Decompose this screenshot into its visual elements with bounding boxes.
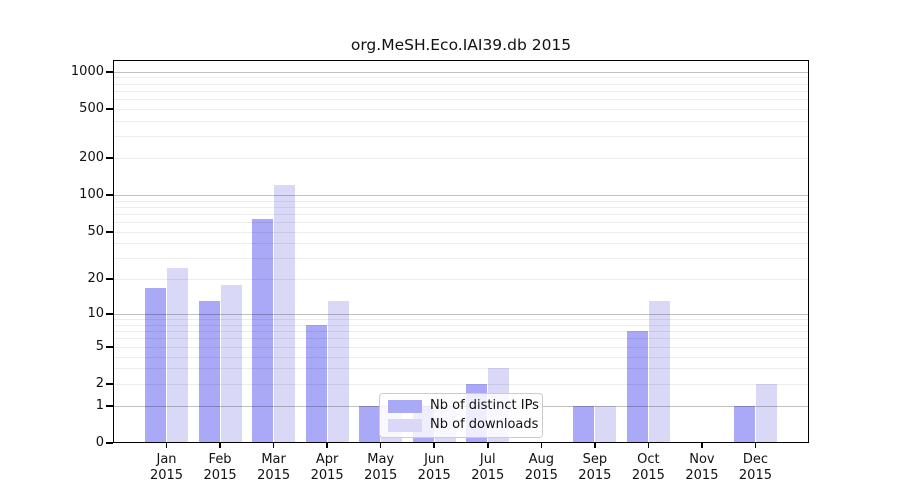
x-tick-label-nov: Nov 2015 [685, 452, 719, 483]
y-tick-label-10: 10 [87, 306, 104, 322]
x-tick-mark-jun [433, 443, 435, 448]
x-tick-mark-aug [540, 443, 543, 448]
x-tick-label-aug: Aug 2015 [524, 452, 558, 483]
y-tick-mark-1 [106, 404, 113, 407]
y-tick-label-200: 200 [79, 149, 104, 165]
major-gridline-10 [113, 314, 809, 316]
minor-gridline-200 [113, 157, 809, 159]
bar-downloads-dec [755, 383, 777, 442]
y-tick-label-1: 1 [95, 397, 104, 413]
y-tick-label-1000: 1000 [70, 63, 104, 79]
minor-gridline-800 [113, 83, 809, 85]
minor-gridline-30 [113, 258, 809, 260]
y-tick-mark-200 [106, 156, 113, 159]
major-gridline-100 [113, 194, 809, 196]
bar-distinct-ips-jan [145, 287, 167, 442]
x-tick-label-oct: Oct 2015 [631, 452, 665, 483]
minor-gridline-70 [113, 213, 809, 215]
major-gridline-1000 [113, 71, 809, 73]
minor-gridline-7 [113, 331, 809, 333]
bar-downloads-oct [648, 301, 670, 442]
legend-item-distinct-ips: Nb of distinct IPs [388, 399, 539, 413]
y-tick-label-0: 0 [95, 435, 104, 450]
legend-label-downloads: Nb of downloads [430, 417, 539, 432]
bar-distinct-ips-mar [252, 218, 274, 442]
minor-gridline-3 [113, 368, 809, 370]
minor-gridline-500 [113, 108, 809, 110]
bar-downloads-jan [167, 267, 189, 442]
x-tick-label-jan: Jan 2015 [149, 452, 184, 483]
bar-distinct-ips-feb [198, 301, 220, 442]
x-tick-mark-apr [326, 443, 328, 448]
y-tick-label-20: 20 [87, 271, 104, 287]
minor-gridline-80 [113, 206, 809, 208]
legend-label-distinct-ips: Nb of distinct IPs [430, 398, 539, 413]
x-tick-label-jun: Jun 2015 [417, 452, 451, 483]
bar-downloads-apr [327, 301, 349, 442]
bar-distinct-ips-oct [626, 331, 648, 442]
y-tick-mark-1000 [106, 70, 113, 73]
plot-area [113, 60, 809, 443]
x-tick-label-mar: Mar 2015 [257, 452, 291, 483]
x-tick-label-jul: Jul 2015 [471, 452, 505, 483]
minor-gridline-400 [113, 120, 809, 122]
x-tick-label-may: May 2015 [364, 452, 398, 483]
minor-gridline-600 [113, 99, 809, 101]
x-tick-mark-dec [754, 443, 757, 448]
x-tick-label-sep: Sep 2015 [578, 452, 612, 483]
bar-distinct-ips-sep [573, 405, 595, 442]
chart-title: org.MeSH.Eco.IAI39.db 2015 [350, 36, 572, 54]
x-tick-mark-may [379, 443, 382, 448]
distinct-ips-swatch [388, 399, 422, 413]
x-tick-mark-sep [594, 443, 596, 448]
legend-item-downloads: Nb of downloads [388, 418, 538, 432]
y-tick-label-100: 100 [79, 186, 104, 202]
y-tick-label-500: 500 [79, 100, 104, 116]
y-tick-mark-50 [106, 230, 113, 233]
legend: Nb of distinct IPs Nb of downloads [379, 393, 543, 438]
minor-gridline-9 [113, 319, 809, 321]
y-tick-label-50: 50 [87, 223, 104, 239]
y-tick-mark-500 [106, 107, 113, 110]
y-tick-mark-20 [106, 278, 113, 281]
x-tick-mark-nov [701, 443, 703, 448]
downloads-swatch [388, 418, 422, 432]
y-tick-label-2: 2 [95, 375, 104, 391]
bar-distinct-ips-apr [305, 324, 327, 442]
minor-gridline-700 [113, 90, 809, 92]
minor-gridline-300 [113, 136, 809, 138]
minor-gridline-40 [113, 243, 809, 245]
minor-gridline-50 [113, 231, 809, 233]
minor-gridline-90 [113, 200, 809, 202]
x-tick-mark-mar [272, 443, 275, 448]
x-tick-label-dec: Dec 2015 [738, 452, 772, 483]
bar-downloads-mar [274, 185, 296, 442]
bar-distinct-ips-dec [733, 405, 755, 442]
bar-downloads-sep [595, 405, 617, 442]
bar-downloads-feb [220, 284, 242, 442]
minor-gridline-20 [113, 279, 809, 281]
y-tick-label-5: 5 [95, 338, 104, 354]
minor-gridline-2 [113, 383, 809, 385]
x-tick-label-feb: Feb 2015 [203, 452, 237, 483]
minor-gridline-5 [113, 346, 809, 348]
x-tick-mark-jul [487, 443, 489, 448]
bar-distinct-ips-may [359, 405, 381, 442]
x-tick-mark-oct [647, 443, 650, 448]
x-tick-mark-jan [165, 443, 168, 448]
minor-gridline-8 [113, 324, 809, 326]
x-tick-label-apr: Apr 2015 [310, 452, 344, 483]
x-tick-mark-feb [219, 443, 221, 448]
y-tick-mark-0 [106, 442, 113, 444]
minor-gridline-4 [113, 356, 809, 358]
minor-gridline-900 [113, 77, 809, 79]
y-tick-mark-2 [106, 382, 113, 385]
y-tick-mark-100 [106, 193, 113, 196]
minor-gridline-60 [113, 222, 809, 224]
y-tick-mark-5 [106, 345, 113, 348]
minor-gridline-6 [113, 338, 809, 340]
y-tick-mark-10 [106, 313, 113, 316]
